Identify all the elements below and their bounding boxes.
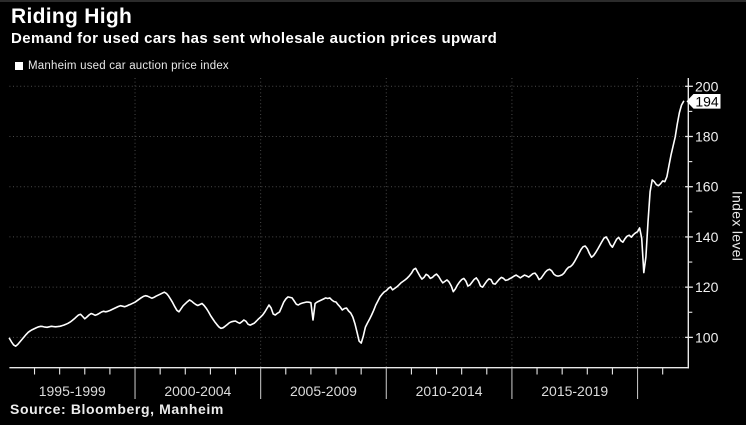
legend-swatch-icon: [15, 62, 23, 70]
last-value-tag-label: 194: [695, 93, 719, 109]
y-tick-label-140: 140: [695, 229, 719, 245]
legend-label: Manheim used car auction price index: [28, 60, 229, 72]
chart-subtitle: Demand for used cars has sent wholesale …: [11, 30, 498, 47]
y-tick-label-160: 160: [695, 179, 719, 195]
last-value-tag: [686, 94, 721, 109]
x-axis-group-label-2000-2004: 2000-2004: [164, 383, 231, 399]
source-note: Source: Bloomberg, Manheim: [10, 401, 224, 417]
x-axis-group-label-2010-2014: 2010-2014: [416, 383, 483, 399]
page-title: Riding High: [11, 5, 133, 28]
y-axis-title: Index level: [730, 191, 746, 261]
legend: Manheim used car auction price index: [15, 60, 229, 72]
y-tick-label-200: 200: [695, 78, 719, 94]
top-border: [0, 0, 746, 2]
y-tick-label-180: 180: [695, 129, 719, 145]
x-axis-group-label-1995-1999: 1995-1999: [39, 383, 106, 399]
x-axis-group-label-2015-2019: 2015-2019: [541, 383, 608, 399]
y-tick-label-100: 100: [695, 329, 719, 345]
price-index-line: [8, 100, 685, 348]
y-tick-label-120: 120: [695, 279, 719, 295]
x-axis-group-label-2005-2009: 2005-2009: [290, 383, 357, 399]
